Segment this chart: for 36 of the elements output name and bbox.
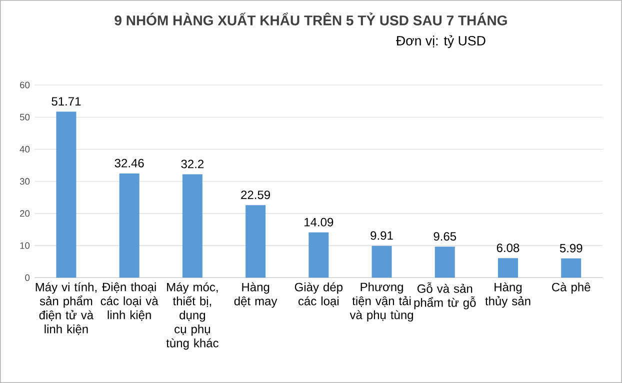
bar bbox=[434, 246, 455, 278]
x-tick-label: Phương tiện vận tải và phụ tùng bbox=[350, 282, 414, 322]
bar bbox=[246, 205, 266, 278]
y-tick-label: 20 bbox=[20, 210, 30, 217]
bar bbox=[56, 112, 76, 278]
y-tick-label: 0 bbox=[25, 274, 30, 281]
x-tick-label: Điện thoại các loại và linh kiện bbox=[100, 282, 158, 321]
chart-title: 9 NHÓM HÀNG XUẤT KHẨU TRÊN 5 TỶ USD SAU 7 THÁNG bbox=[114, 12, 507, 26]
x-tick-label: Máy vi tính, sản phẩm điện tử và linh kiện bbox=[36, 282, 96, 336]
bar bbox=[498, 258, 518, 278]
data-label: 14.09 bbox=[304, 218, 334, 226]
data-label: 9.65 bbox=[434, 232, 456, 241]
bar bbox=[119, 173, 140, 278]
data-label: 5.99 bbox=[560, 244, 582, 252]
y-tick-label: 40 bbox=[20, 146, 30, 153]
data-label: 6.08 bbox=[496, 244, 520, 252]
y-tick-label: 30 bbox=[20, 178, 30, 185]
bar bbox=[182, 174, 202, 278]
data-label: 9.91 bbox=[370, 231, 393, 240]
y-tick-label: 10 bbox=[20, 242, 30, 249]
x-tick-label: Hàng thủy sản bbox=[485, 282, 530, 308]
data-label: 32.2 bbox=[181, 160, 204, 168]
data-label: 32.46 bbox=[114, 158, 144, 168]
x-tick-label: Hàng dệt may bbox=[234, 282, 278, 308]
x-tick-label: Gỗ và sản phẩm từ gỗ bbox=[414, 282, 476, 310]
x-tick-label: Cà phê bbox=[552, 282, 590, 294]
bar bbox=[561, 258, 582, 278]
chart-subtitle: Đơn vị: tỷ USD bbox=[396, 35, 486, 48]
y-tick-label: 50 bbox=[20, 114, 30, 120]
data-label: 51.71 bbox=[52, 97, 81, 106]
x-tick-label: Máy móc, thiết bị, dụng cụ phụ tùng khác bbox=[166, 282, 218, 350]
y-tick-label: 60 bbox=[20, 82, 30, 88]
bar bbox=[372, 246, 392, 278]
bar bbox=[308, 232, 329, 278]
data-label: 22.59 bbox=[241, 190, 270, 200]
x-tick-label: Giày dép các loại bbox=[294, 282, 342, 308]
